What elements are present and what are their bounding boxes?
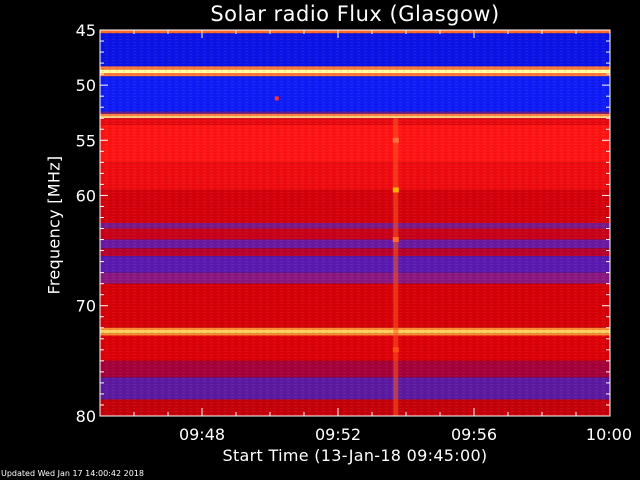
y-tick-label: 45 <box>76 21 96 40</box>
y-tick-label: 80 <box>76 407 96 426</box>
interference-spot <box>274 96 279 101</box>
noise-texture <box>100 30 610 416</box>
x-tick-label: 09:56 <box>451 425 497 444</box>
updated-timestamp: Updated Wed Jan 17 14:00:42 2018 <box>1 469 145 478</box>
burst-peak-2 <box>392 237 399 243</box>
burst-peak-1 <box>392 137 399 143</box>
x-tick-label: 09:52 <box>315 425 361 444</box>
x-tick-label: 10:00 <box>586 425 632 444</box>
y-axis-label: Frequency [MHz] <box>44 155 64 295</box>
chart-title: Solar radio Flux (Glasgow) <box>210 2 500 26</box>
y-tick-label: 50 <box>76 76 96 95</box>
burst-peak-3 <box>392 347 399 353</box>
x-tick-label: 09:48 <box>179 425 225 444</box>
y-tick-label: 70 <box>76 297 96 316</box>
x-axis-label: Start Time (13-Jan-18 09:45:00) <box>222 446 488 465</box>
plot-frame <box>99 29 611 417</box>
burst-column <box>393 118 399 416</box>
y-tick-label: 60 <box>76 186 96 205</box>
y-tick-label: 55 <box>76 131 96 150</box>
burst-peak-0 <box>392 187 399 193</box>
